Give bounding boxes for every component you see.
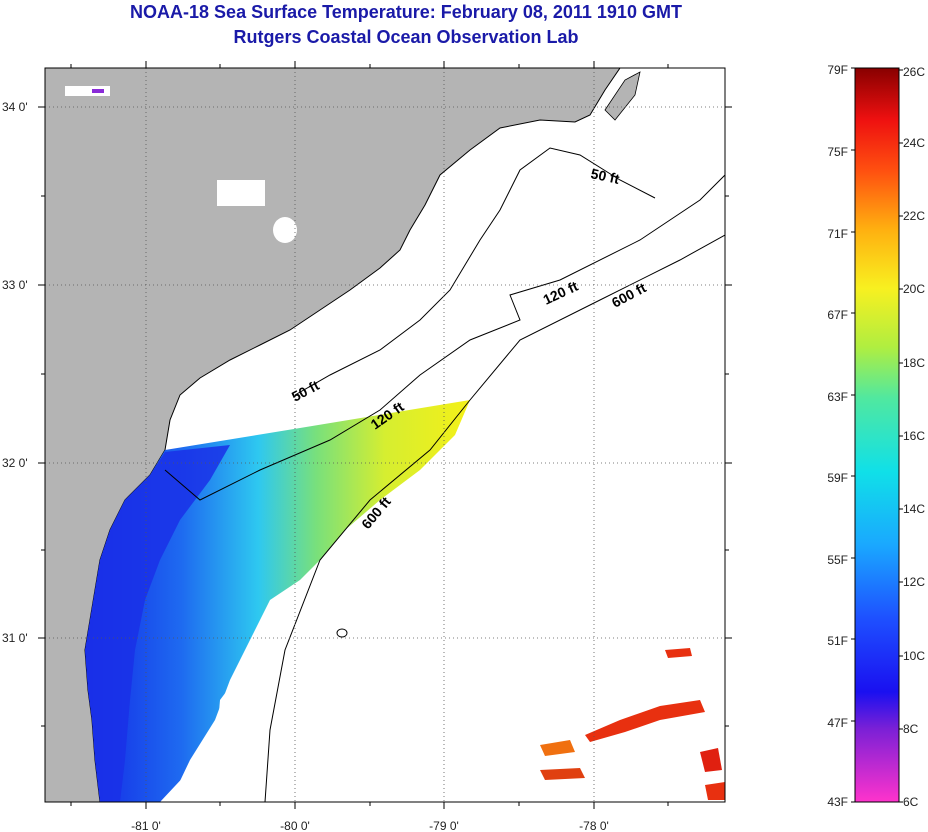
warm-patch [585, 700, 705, 742]
contour-120ft [164, 174, 725, 501]
colorbar-f-label: 59F [827, 471, 848, 485]
colorbar-c-label: 6C [903, 795, 919, 809]
colorbar-f-label: 79F [827, 63, 848, 77]
colorbar-c-label: 12C [903, 575, 925, 589]
colorbar-c-label: 14C [903, 502, 925, 516]
colorbar-c-label: 18C [903, 356, 925, 370]
colorbar-c-label: 22C [903, 209, 925, 223]
colorbar-f-label: 71F [827, 227, 848, 241]
lon-tick-label: -78 0' [579, 819, 609, 832]
colorbar-c-label: 26C [903, 65, 925, 79]
lat-tick-label: 33 0' [2, 278, 28, 292]
map-frame [44, 67, 726, 803]
lon-tick-label: -79 0' [429, 819, 459, 832]
axis-ticks [38, 61, 732, 809]
lon-tick-label: -80 0' [280, 819, 310, 832]
chart-subtitle: Rutgers Coastal Ocean Observation Lab [233, 27, 579, 47]
lon-tick-label: -81 0' [131, 819, 161, 832]
contour-50ft [294, 147, 656, 396]
contour-600ft [264, 234, 725, 802]
contour-label: 50 ft [589, 165, 621, 187]
lat-tick-label: 32 0' [2, 456, 28, 470]
colorbar-c-label: 8C [903, 722, 919, 736]
colorbar-ticks [851, 67, 903, 803]
lat-tick-label: 34 0' [2, 100, 28, 114]
colorbar-f-label: 75F [827, 145, 848, 159]
lat-tick-label: 31 0' [2, 631, 28, 645]
colorbar-c-label: 24C [903, 136, 925, 150]
map-grid [45, 68, 725, 802]
colorbar-f-label: 67F [827, 308, 848, 322]
colorbar [854, 67, 900, 803]
colorbar-f-label: 47F [827, 716, 848, 730]
colorbar-f-label: 63F [827, 390, 848, 404]
colorbar-f-label: 51F [827, 634, 848, 648]
colorbar-c-label: 16C [903, 429, 925, 443]
chart-title: NOAA-18 Sea Surface Temperature: Februar… [130, 2, 682, 22]
colorbar-c-label: 20C [903, 282, 925, 296]
colorbar-f-label: 43F [827, 795, 848, 809]
map-area: 50 ft 120 ft 600 ft 50 ft 120 ft 600 ft [45, 68, 725, 802]
colorbar-f-label: 55F [827, 553, 848, 567]
colorbar-c-label: 10C [903, 649, 925, 663]
